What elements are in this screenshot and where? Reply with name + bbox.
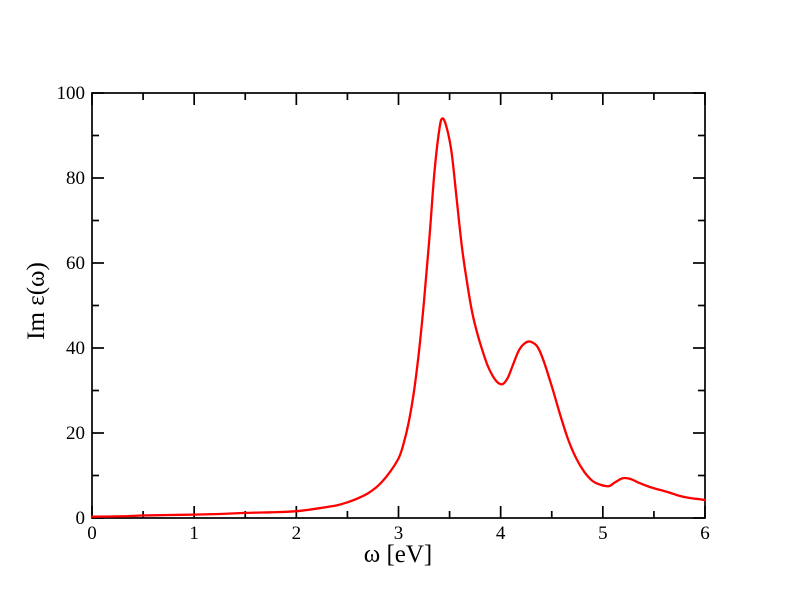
x-tick-label: 4 [496, 523, 506, 544]
x-tick-label: 2 [292, 523, 302, 544]
y-tick-label: 40 [66, 338, 85, 359]
x-tick-label: 5 [598, 523, 608, 544]
x-axis-title: ω [eV] [364, 541, 433, 568]
x-tick-label: 0 [87, 523, 97, 544]
x-tick-label: 1 [189, 523, 199, 544]
y-tick-label: 100 [57, 83, 86, 104]
y-tick-label: 60 [66, 253, 85, 274]
plot-frame [91, 92, 706, 519]
axis-ticks [91, 92, 706, 519]
y-tick-label: 20 [66, 423, 85, 444]
y-axis-title: Im ε(ω) [23, 262, 50, 340]
y-tick-label: 0 [76, 508, 86, 529]
x-tick-label: 3 [394, 523, 404, 544]
series-line [90, 117, 707, 518]
x-tick-label: 6 [700, 523, 710, 544]
y-tick-label: 80 [66, 168, 85, 189]
